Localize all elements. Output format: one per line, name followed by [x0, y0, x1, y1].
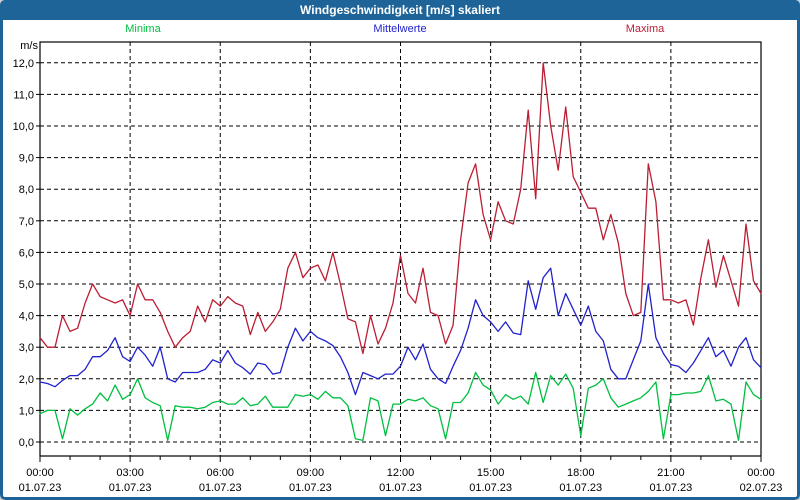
x-tick-date-label: 01.07.23 [289, 482, 332, 494]
x-tick-date-label: 01.07.23 [199, 482, 242, 494]
y-tick-label: 6,0 [19, 247, 34, 259]
x-tick-date-label: 01.07.23 [109, 482, 152, 494]
x-tick-time-label: 00:00 [26, 467, 54, 479]
x-tick-time-label: 12:00 [387, 467, 415, 479]
y-tick-label: 5,0 [19, 279, 34, 291]
series-line-minima [39, 371, 762, 442]
legend-minima: Minima [125, 23, 161, 35]
x-tick-date-label: 01.07.23 [19, 482, 62, 494]
y-tick-label: 10,0 [13, 121, 34, 133]
title-bar: Windgeschwindigkeit [m/s] skaliert [0, 0, 800, 20]
y-tick-label: 4,0 [19, 311, 34, 323]
x-tick-date-label: 01.07.23 [649, 482, 692, 494]
series-line-mittelwerte [39, 267, 762, 396]
x-tick-time-label: 21:00 [657, 467, 685, 479]
x-tick-time-label: 06:00 [206, 467, 234, 479]
x-tick-time-label: 18:00 [567, 467, 595, 479]
legend-maxima: Maxima [625, 23, 665, 35]
x-tick-date-label: 01.07.23 [379, 482, 422, 494]
y-tick-label: 12,0 [13, 58, 34, 70]
y-tick-label: 1,0 [19, 405, 34, 417]
x-tick-time-label: 00:00 [747, 467, 775, 479]
legend-mittelwerte: Mittelwerte [373, 23, 427, 35]
window-title: Windgeschwindigkeit [m/s] skaliert [300, 3, 500, 17]
y-tick-label: 9,0 [19, 153, 34, 165]
x-tick-time-label: 09:00 [297, 467, 325, 479]
x-tick-date-label: 01.07.23 [469, 482, 512, 494]
x-tick-date-label: 02.07.23 [740, 482, 783, 494]
y-tick-label: 7,0 [19, 216, 34, 228]
y-tick-label: 0,0 [19, 437, 34, 449]
y-tick-label: 3,0 [19, 342, 34, 354]
x-tick-time-label: 03:00 [116, 467, 144, 479]
series-line-maxima [39, 62, 762, 355]
y-tick-label: 8,0 [19, 184, 34, 196]
y-tick-label: 2,0 [19, 374, 34, 386]
x-tick-time-label: 15:00 [477, 467, 505, 479]
y-axis-unit-label: m/s [20, 40, 38, 52]
y-tick-label: 11,0 [13, 89, 34, 101]
x-tick-date-label: 01.07.23 [559, 482, 602, 494]
